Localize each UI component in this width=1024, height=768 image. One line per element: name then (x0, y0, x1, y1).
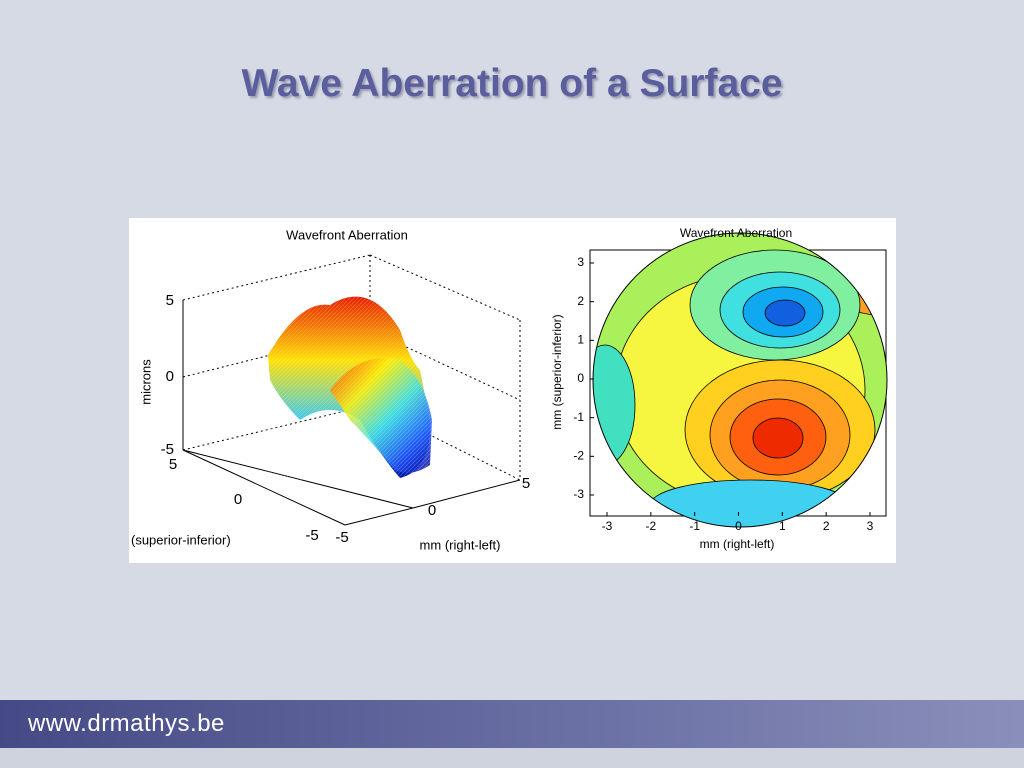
slide-title: Wave Aberration of a Surface (241, 62, 783, 105)
x-tick-label: 2 (823, 519, 830, 533)
y-tick-label: 3 (577, 255, 584, 269)
y-tick-label: 5 (169, 456, 177, 473)
y-tick-label: -1 (573, 410, 584, 424)
x-tick-label: 1 (779, 519, 786, 533)
x-axis-label: mm (right-left) (420, 537, 501, 552)
aperture (592, 232, 888, 528)
plot-title: Wavefront Aberration (286, 227, 408, 242)
y-tick-label: -2 (573, 449, 584, 463)
x-axis-label: mm (right-left) (700, 537, 775, 551)
y-tick-label: 2 (577, 294, 584, 308)
x-tick-label: -5 (335, 529, 348, 546)
plot-title: Wavefront Aberration (680, 226, 792, 240)
x-tick-label: -3 (602, 519, 613, 533)
z-tick-label: 0 (166, 368, 174, 385)
x-tick-label: 5 (522, 475, 530, 492)
y-tick-label: -3 (573, 487, 584, 501)
axes-3d (182, 300, 521, 526)
y-axis-label: mm (superior-inferior) (550, 314, 564, 429)
y-tick-label: 0 (234, 491, 242, 508)
surface-mesh (265, 280, 435, 480)
y-tick-label: 0 (577, 371, 584, 385)
z-tick-label: -5 (161, 441, 174, 458)
x-tick-label: 0 (428, 502, 436, 519)
footer-bar: www.drmathys.be (0, 700, 1024, 748)
x-tick-label: -1 (689, 519, 700, 533)
y-tick-label: 1 (577, 333, 584, 347)
x-tick-label: -2 (645, 519, 656, 533)
z-tick-label: 5 (166, 292, 174, 309)
bottom-strip (0, 748, 1024, 768)
x-tick-label: 3 (867, 519, 874, 533)
y-tick-label: -5 (305, 527, 318, 544)
y-axis-label: (superior-inferior) (131, 532, 231, 547)
x-tick-label: 0 (735, 519, 742, 533)
footer-url: www.drmathys.be (28, 710, 225, 737)
z-axis-label: microns (138, 359, 153, 405)
